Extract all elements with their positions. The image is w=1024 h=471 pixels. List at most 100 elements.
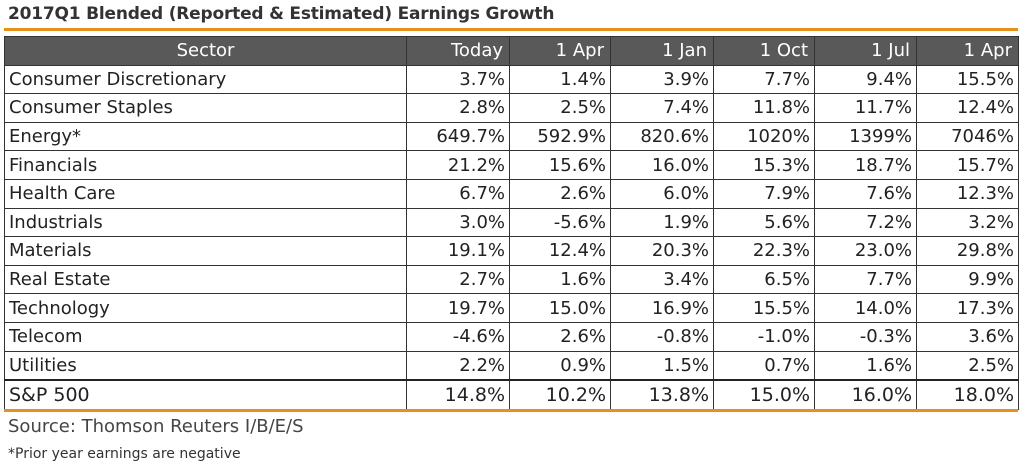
value-cell: 2.6% — [509, 178, 611, 209]
value-cell: 15.3% — [713, 150, 815, 180]
table-row: Industrials 3.0% -5.6% 1.9% 5.6% 7.2% 3.2% — [4, 207, 1019, 238]
value-cell: 7.2% — [814, 207, 917, 238]
table-row: Technology 19.7% 15.0% 16.9% 15.5% 14.0% 17.3% — [4, 293, 1019, 323]
sector-cell: Financials — [4, 150, 407, 180]
value-cell: 7.9% — [713, 178, 815, 209]
table-row: Telecom -4.6% 2.6% -0.8% -1.0% -0.3% 3.6% — [4, 321, 1019, 352]
value-cell: 15.0% — [509, 293, 611, 323]
table-row: Consumer Discretionary 3.7% 1.4% 3.9% 7.7% 9.… — [4, 64, 1019, 95]
value-cell: 13.8% — [610, 379, 714, 410]
value-cell: 0.7% — [713, 350, 815, 381]
table-row: Consumer Staples 2.8% 2.5% 7.4% 11.8% 11.7% 12… — [4, 93, 1019, 123]
table-row: Health Care 6.7% 2.6% 6.0% 7.9% 7.6% 12.3% — [4, 178, 1019, 209]
column-header: 1 Jan — [610, 36, 714, 66]
value-cell: 7.4% — [610, 93, 714, 123]
table-row: Materials 19.1% 12.4% 20.3% 22.3% 23.0% 29.8% — [4, 236, 1019, 266]
table-header-row: Sector Today 1 Apr 1 Jan 1 Oct 1 Jul 1 Apr — [4, 36, 1019, 66]
value-cell: 592.9% — [509, 121, 611, 152]
value-cell: 7046% — [916, 121, 1019, 152]
total-row: S&P 500 14.8% 10.2% 13.8% 15.0% 16.0% 18.0% — [4, 379, 1019, 410]
value-cell: 14.8% — [406, 379, 510, 410]
table-row: Financials 21.2% 15.6% 16.0% 15.3% 18.7% 15.7% — [4, 150, 1019, 180]
table-row: Utilities 2.2% 0.9% 1.5% 0.7% 1.6% 2.5% — [4, 350, 1019, 381]
column-header-sector: Sector — [4, 36, 407, 66]
value-cell: -4.6% — [406, 321, 510, 352]
value-cell: 3.7% — [406, 64, 510, 95]
value-cell: 649.7% — [406, 121, 510, 152]
value-cell: 14.0% — [814, 293, 917, 323]
value-cell: 7.6% — [814, 178, 917, 209]
value-cell: -0.8% — [610, 321, 714, 352]
value-cell: 5.6% — [713, 207, 815, 238]
footnote-text: *Prior year earnings are negative — [8, 446, 241, 462]
value-cell: 3.4% — [610, 264, 714, 295]
value-cell: 3.9% — [610, 64, 714, 95]
table-body: Consumer Discretionary 3.7% 1.4% 3.9% 7.7% 9.… — [4, 64, 1019, 410]
value-cell: 10.2% — [509, 379, 611, 410]
value-cell: 1.9% — [610, 207, 714, 238]
value-cell: 3.2% — [916, 207, 1019, 238]
value-cell: 2.7% — [406, 264, 510, 295]
value-cell: 1.5% — [610, 350, 714, 381]
sector-cell: Energy* — [4, 121, 407, 152]
table-row: Energy* 649.7% 592.9% 820.6% 1020% 1399% 7046% — [4, 121, 1019, 152]
value-cell: 9.9% — [916, 264, 1019, 295]
sector-cell: Utilities — [4, 350, 407, 381]
value-cell: 29.8% — [916, 236, 1019, 266]
value-cell: 2.8% — [406, 93, 510, 123]
value-cell: 1.4% — [509, 64, 611, 95]
value-cell: -0.3% — [814, 321, 917, 352]
sector-cell: S&P 500 — [4, 379, 407, 410]
value-cell: 2.5% — [509, 93, 611, 123]
value-cell: 3.0% — [406, 207, 510, 238]
column-header: Today — [406, 36, 510, 66]
value-cell: 15.6% — [509, 150, 611, 180]
value-cell: 2.5% — [916, 350, 1019, 381]
value-cell: 15.5% — [916, 64, 1019, 95]
value-cell: 1399% — [814, 121, 917, 152]
value-cell: -5.6% — [509, 207, 611, 238]
value-cell: 11.8% — [713, 93, 815, 123]
value-cell: 9.4% — [814, 64, 917, 95]
value-cell: 2.2% — [406, 350, 510, 381]
value-cell: 15.0% — [713, 379, 815, 410]
column-header: 1 Apr — [916, 36, 1019, 66]
sector-cell: Consumer Staples — [4, 93, 407, 123]
value-cell: 3.6% — [916, 321, 1019, 352]
sector-cell: Health Care — [4, 178, 407, 209]
value-cell: -1.0% — [713, 321, 815, 352]
value-cell: 23.0% — [814, 236, 917, 266]
value-cell: 6.7% — [406, 178, 510, 209]
value-cell: 2.6% — [509, 321, 611, 352]
source-text: Source: Thomson Reuters I/B/E/S — [8, 416, 304, 437]
value-cell: 18.7% — [814, 150, 917, 180]
title-rule — [4, 28, 1018, 31]
value-cell: 16.0% — [814, 379, 917, 410]
value-cell: 7.7% — [713, 64, 815, 95]
value-cell: 22.3% — [713, 236, 815, 266]
earnings-table: Sector Today 1 Apr 1 Jan 1 Oct 1 Jul 1 Apr Con… — [4, 36, 1019, 410]
sector-cell: Technology — [4, 293, 407, 323]
column-header: 1 Apr — [509, 36, 611, 66]
sector-cell: Real Estate — [4, 264, 407, 295]
value-cell: 15.7% — [916, 150, 1019, 180]
value-cell: 16.9% — [610, 293, 714, 323]
value-cell: 20.3% — [610, 236, 714, 266]
value-cell: 16.0% — [610, 150, 714, 180]
value-cell: 19.1% — [406, 236, 510, 266]
value-cell: 1.6% — [509, 264, 611, 295]
value-cell: 17.3% — [916, 293, 1019, 323]
value-cell: 21.2% — [406, 150, 510, 180]
value-cell: 11.7% — [814, 93, 917, 123]
value-cell: 12.4% — [509, 236, 611, 266]
table-row: Real Estate 2.7% 1.6% 3.4% 6.5% 7.7% 9.9% — [4, 264, 1019, 295]
value-cell: 18.0% — [916, 379, 1019, 410]
value-cell: 0.9% — [509, 350, 611, 381]
value-cell: 15.5% — [713, 293, 815, 323]
sector-cell: Consumer Discretionary — [4, 64, 407, 95]
bottom-rule — [4, 409, 1018, 412]
sector-cell: Industrials — [4, 207, 407, 238]
value-cell: 1.6% — [814, 350, 917, 381]
sector-cell: Telecom — [4, 321, 407, 352]
column-header: 1 Oct — [713, 36, 815, 66]
